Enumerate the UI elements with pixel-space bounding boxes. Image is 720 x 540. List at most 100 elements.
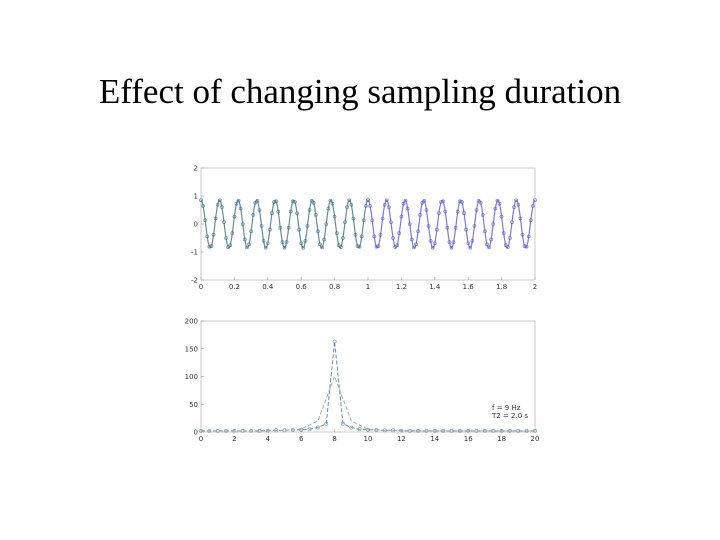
top-series-1-point [322,237,326,242]
top-series-1-point [209,244,214,248]
top-ytick-label: -2 [191,277,198,285]
legend-line-2: T2 = 2.0 s [491,412,528,420]
top-series-2-point [410,237,414,242]
top-series-2-point [435,227,439,232]
top-series-2-point [414,242,418,247]
top-series-1-point [291,199,295,204]
bottom-xtick-label: 14 [430,435,439,443]
top-series-1-point [205,234,210,239]
top-series-1-point [215,202,220,207]
top-xtick-label: 0 [199,283,203,291]
top-series-2-point [487,245,491,250]
top-xtick-label: 0.2 [229,283,240,291]
bottom-series-1-point [315,425,320,430]
top-series-2-line [367,199,536,249]
top-series-2-point [512,205,516,209]
top-series-2-point [506,245,510,249]
top-series-2-point [472,224,477,228]
top-series-2-point [401,201,406,206]
top-series-1-point [328,198,333,203]
top-xtick-label: 1.2 [396,283,407,291]
top-series-2-point [407,222,412,226]
top-series-1-point [320,245,324,250]
top-series-1-point [318,242,322,247]
top-series-1-point [303,239,308,243]
bottom-series-1-point [349,425,354,430]
top-series-1-point [307,208,312,212]
top-series-2-point [516,202,521,207]
top-series-2-point [374,244,379,249]
top-series-1-point [253,200,258,205]
top-series-1-point [226,245,230,249]
top-series-1-point [211,233,216,237]
top-series-2-point [382,202,387,207]
bottom-xtick-label: 0 [199,435,203,443]
top-series-2-point [510,220,514,224]
top-series-1-point [259,224,264,228]
top-series-1-point [199,198,203,202]
bottom-xtick-label: 8 [332,435,336,443]
top-series-1-point [334,231,339,235]
top-series-1-point [345,205,349,209]
top-series-2-point [483,229,487,234]
top-series-2-point [437,211,441,215]
top-ytick-label: 0 [194,221,198,229]
top-series-1-point [238,206,243,211]
top-series-2-point [501,231,506,235]
top-series-2-point [485,242,489,247]
top-series-2-point [451,240,456,244]
top-series-2-point [389,220,393,224]
top-series-1-point [330,201,335,206]
bottom-ytick-label: 50 [189,401,198,409]
bottom-ytick-label: 150 [185,345,198,353]
top-series-1-point [343,220,347,224]
top-series-1-point [261,239,266,243]
bottom-xtick-label: 4 [266,435,271,443]
top-series-2-point [403,198,408,203]
top-xtick-label: 0.6 [296,283,308,291]
top-series-1-point [274,199,278,204]
top-series-1-point [336,243,341,248]
top-series-2-point [455,209,460,214]
top-series-1-point [265,241,270,246]
top-series-2-point [441,199,445,204]
top-ytick-label: -1 [191,249,198,257]
top-xtick-label: 1 [366,283,370,291]
top-series-1-point [293,200,297,204]
top-series-2-point [432,241,437,246]
top-series-2-point [514,198,519,203]
top-series-1-point [364,204,368,208]
top-series-1-point [347,198,352,203]
top-series-2-point [449,246,454,250]
top-series-2-point [497,201,502,206]
top-series-1-point [224,236,228,240]
top-series-2-point [466,241,471,246]
top-series-1-point [355,244,360,248]
top-series-1-point [232,214,237,219]
top-series-2-point [481,213,485,217]
top-series-2-point [468,245,473,250]
bottom-plot-frame [200,320,536,433]
top-series-2-point [395,243,400,248]
bottom-xtick-label: 20 [531,435,540,443]
top-series-2-point [368,204,372,208]
top-series-1-point [278,225,283,230]
top-series-1-point [280,240,285,244]
top-series-2-point [384,198,389,203]
top-series-2-point [426,224,431,228]
top-series-1-point [299,241,304,246]
top-series-1-point [324,222,329,226]
top-series-1-point [234,201,239,206]
top-series-1-point [201,204,205,208]
top-series-2-point [428,239,433,243]
top-series-2-point [503,243,508,248]
top-series-1-point [222,220,226,224]
top-series-1-point [255,199,260,203]
bottom-series-2-line [201,375,535,432]
top-series-1-point [247,242,251,247]
top-series-2-point [380,216,385,221]
top-series-2-point [491,222,496,226]
top-series-2-point [378,233,383,237]
top-series-1-point [236,198,241,203]
